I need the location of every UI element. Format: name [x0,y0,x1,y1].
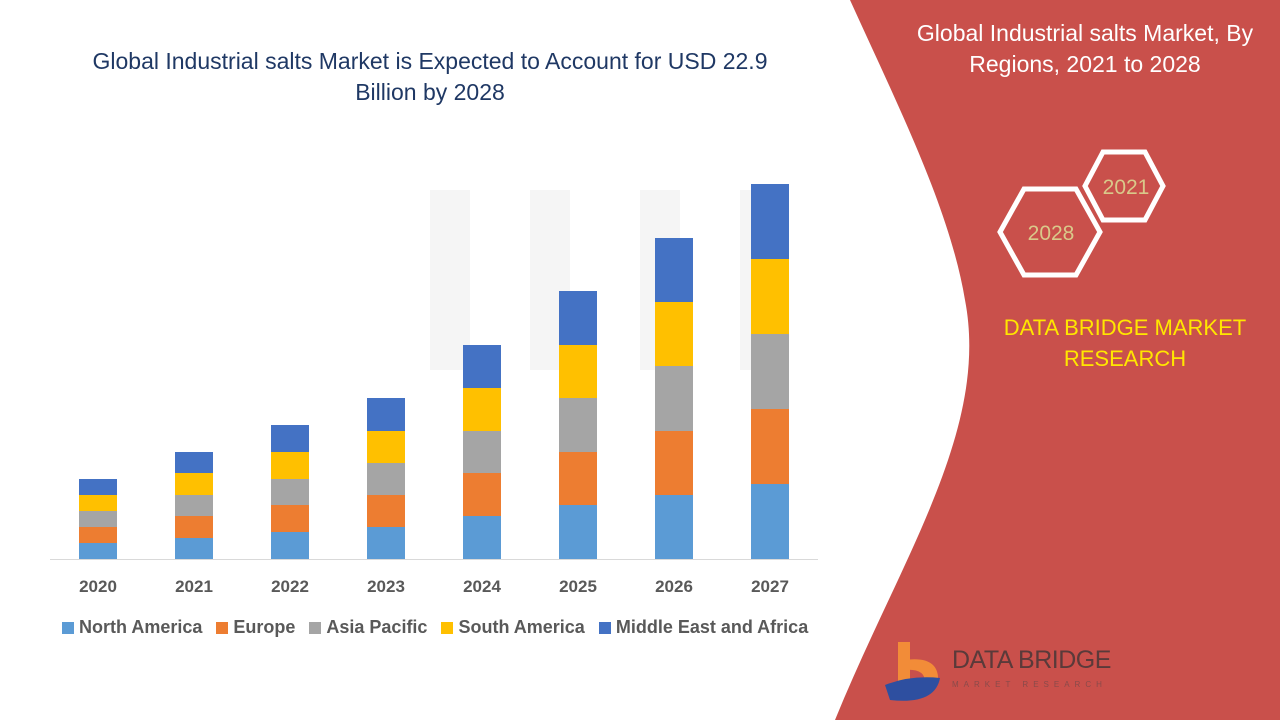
bar-2023-north-america [367,527,405,559]
bar-2022-europe [271,505,309,532]
x-tick-label: 2023 [367,577,405,596]
hexagon-2028 [997,186,1103,278]
bar-2026-europe [655,431,693,495]
bar-2023-europe [367,495,405,527]
bar-2021-south-america [175,473,213,495]
legend-swatch [598,621,611,634]
bar-2024-europe [463,473,501,516]
bar-2027-europe [751,409,789,484]
bar-2024-asia-pacific [463,431,501,473]
bar-2020-north-america [79,543,117,559]
bar-2020-europe [79,527,117,543]
bar-2027-middle-east-and-africa [751,184,789,259]
bar-2020-asia-pacific [79,511,117,527]
legend-swatch [441,621,454,634]
right-red-panel [835,0,1280,720]
x-tick-label: 2022 [271,577,309,596]
legend-item: South America [441,617,585,638]
bar-2022-middle-east-and-africa [271,425,309,452]
bar-2027-asia-pacific [751,334,789,409]
bar-2025-asia-pacific [559,398,597,452]
bar-2025-north-america [559,505,597,559]
bar-2027-north-america [751,484,789,559]
bar-2024-south-america [463,388,501,431]
panel-title: Global Industrial salts Market, By Regio… [916,20,1254,77]
bar-2023-south-america [367,431,405,463]
chart-title: Global Industrial salts Market is Expect… [92,48,768,105]
legend-label: Asia Pacific [326,617,428,637]
legend: North America Europe Asia Pacific South Ame… [62,617,808,638]
bar-2023-asia-pacific [367,463,405,495]
bar-2026-north-america [655,495,693,559]
brand-name: DATA BRIDGE MARKET RESEARCH [1003,315,1247,371]
bar-2022-asia-pacific [271,479,309,505]
bar-2025-middle-east-and-africa [559,291,597,345]
bar-2023-middle-east-and-africa [367,398,405,431]
legend-item: Middle East and Africa [598,617,809,638]
legend-item: Asia Pacific [309,617,427,638]
x-tick-label: 2025 [559,577,597,596]
x-tick-label: 2027 [751,577,789,596]
bar-2020-south-america [79,495,117,511]
x-tick-label: 2021 [175,577,213,596]
bar-2020-middle-east-and-africa [79,479,117,495]
bar-2021-middle-east-and-africa [175,452,213,473]
bar-2022-south-america [271,452,309,479]
x-tick-label: 2026 [655,577,693,596]
bar-2022-north-america [271,532,309,559]
legend-label: Middle East and Africa [615,617,809,637]
bar-2026-middle-east-and-africa [655,238,693,302]
legend-label: North America [79,617,203,637]
bar-2024-north-america [463,516,501,559]
bar-2024-middle-east-and-africa [463,345,501,388]
logo-text: DATA BRIDGE [952,646,1111,674]
bar-2025-south-america [559,345,597,398]
bar-2025-europe [559,452,597,505]
legend-label: Europe [233,617,296,637]
x-tick-label: 2024 [463,577,501,596]
bar-2021-north-america [175,538,213,559]
bar-2026-asia-pacific [655,366,693,431]
legend-swatch [216,621,229,634]
legend-item: Europe [216,617,295,638]
hexagon-2021 [1082,149,1166,223]
bar-2026-south-america [655,302,693,366]
bar-2027-south-america [751,259,789,334]
hex-year-2028: 2028 [1028,222,1075,245]
x-tick-label: 2020 [79,577,117,596]
logo-icon [885,642,940,701]
logo-subtext: MARKET RESEARCH [952,680,1107,689]
legend-label: South America [458,617,585,637]
bar-2021-europe [175,516,213,538]
hex-year-2021: 2021 [1103,176,1150,199]
legend-swatch [62,621,74,634]
legend-item: North America [62,617,202,638]
legend-swatch [309,621,322,634]
bar-2021-asia-pacific [175,495,213,516]
